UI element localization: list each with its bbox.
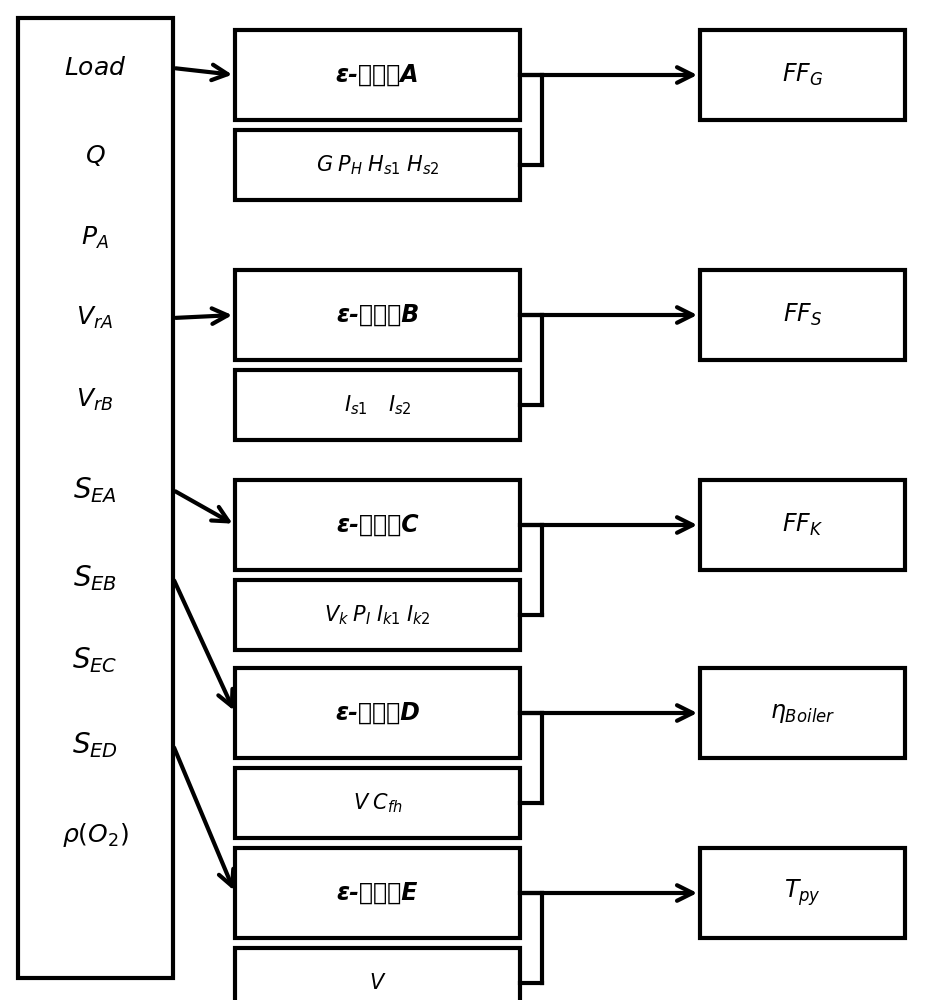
- Text: ε-模糊树D: ε-模糊树D: [335, 701, 420, 725]
- Text: $V$: $V$: [369, 973, 386, 993]
- Text: $Load$: $Load$: [64, 56, 126, 80]
- Text: $V_k\;P_I\;I_{k1}\;I_{k2}$: $V_k\;P_I\;I_{k1}\;I_{k2}$: [324, 603, 431, 627]
- Bar: [235, 580, 520, 650]
- Bar: [235, 130, 520, 200]
- Bar: [235, 668, 520, 758]
- Text: $Q$: $Q$: [85, 142, 105, 167]
- Bar: [700, 668, 905, 758]
- Text: $S_{EB}$: $S_{EB}$: [73, 563, 117, 593]
- Text: ε-模糊树C: ε-模糊树C: [336, 513, 418, 537]
- Bar: [700, 30, 905, 120]
- Text: $S_{ED}$: $S_{ED}$: [72, 730, 118, 760]
- Text: ε-模糊树B: ε-模糊树B: [336, 303, 419, 327]
- Bar: [700, 848, 905, 938]
- Bar: [700, 270, 905, 360]
- Bar: [235, 768, 520, 838]
- Bar: [235, 948, 520, 1000]
- Text: $V\;C_{fh}$: $V\;C_{fh}$: [352, 791, 403, 815]
- Bar: [18, 18, 173, 978]
- Text: $FF_K$: $FF_K$: [782, 512, 823, 538]
- Text: ε-模糊树E: ε-模糊树E: [337, 881, 418, 905]
- Text: $FF_G$: $FF_G$: [782, 62, 823, 88]
- Text: $\eta_{Boiler}$: $\eta_{Boiler}$: [770, 701, 835, 725]
- Text: $S_{EC}$: $S_{EC}$: [73, 645, 118, 675]
- Bar: [235, 30, 520, 120]
- Bar: [235, 270, 520, 360]
- Text: $\rho(O_2)$: $\rho(O_2)$: [61, 821, 128, 849]
- Text: $V_{rB}$: $V_{rB}$: [76, 387, 113, 413]
- Bar: [235, 848, 520, 938]
- Text: $I_{s1}\quad I_{s2}$: $I_{s1}\quad I_{s2}$: [344, 393, 411, 417]
- Bar: [235, 370, 520, 440]
- Text: $P_A$: $P_A$: [81, 225, 109, 251]
- Text: $S_{EA}$: $S_{EA}$: [73, 475, 117, 505]
- Bar: [700, 480, 905, 570]
- Text: ε-模糊树A: ε-模糊树A: [336, 63, 419, 87]
- Bar: [235, 480, 520, 570]
- Text: $FF_S$: $FF_S$: [783, 302, 822, 328]
- Text: $T_{py}$: $T_{py}$: [784, 878, 821, 908]
- Text: $G\;P_H\;H_{s1}\;H_{s2}$: $G\;P_H\;H_{s1}\;H_{s2}$: [315, 153, 439, 177]
- Text: $V_{rA}$: $V_{rA}$: [76, 305, 113, 331]
